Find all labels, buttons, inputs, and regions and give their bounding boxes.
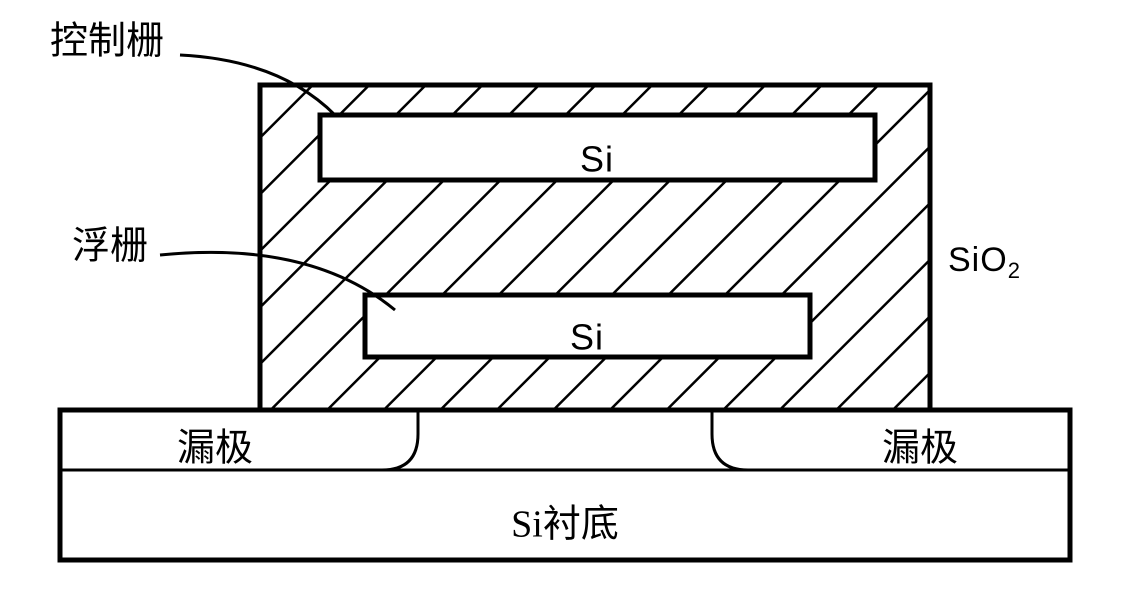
floating-gate-callout: 浮栅 [72, 226, 148, 268]
drain-right-label: 漏极 [882, 428, 958, 470]
control-gate-label: Si [580, 139, 614, 180]
floating-gate-label: Si [570, 317, 604, 358]
substrate-label: Si衬底 [511, 504, 619, 546]
oxide-label: SiO2 [948, 241, 1021, 283]
control-gate-callout: 控制栅 [50, 21, 164, 63]
drain-left-label: 漏极 [177, 428, 253, 470]
